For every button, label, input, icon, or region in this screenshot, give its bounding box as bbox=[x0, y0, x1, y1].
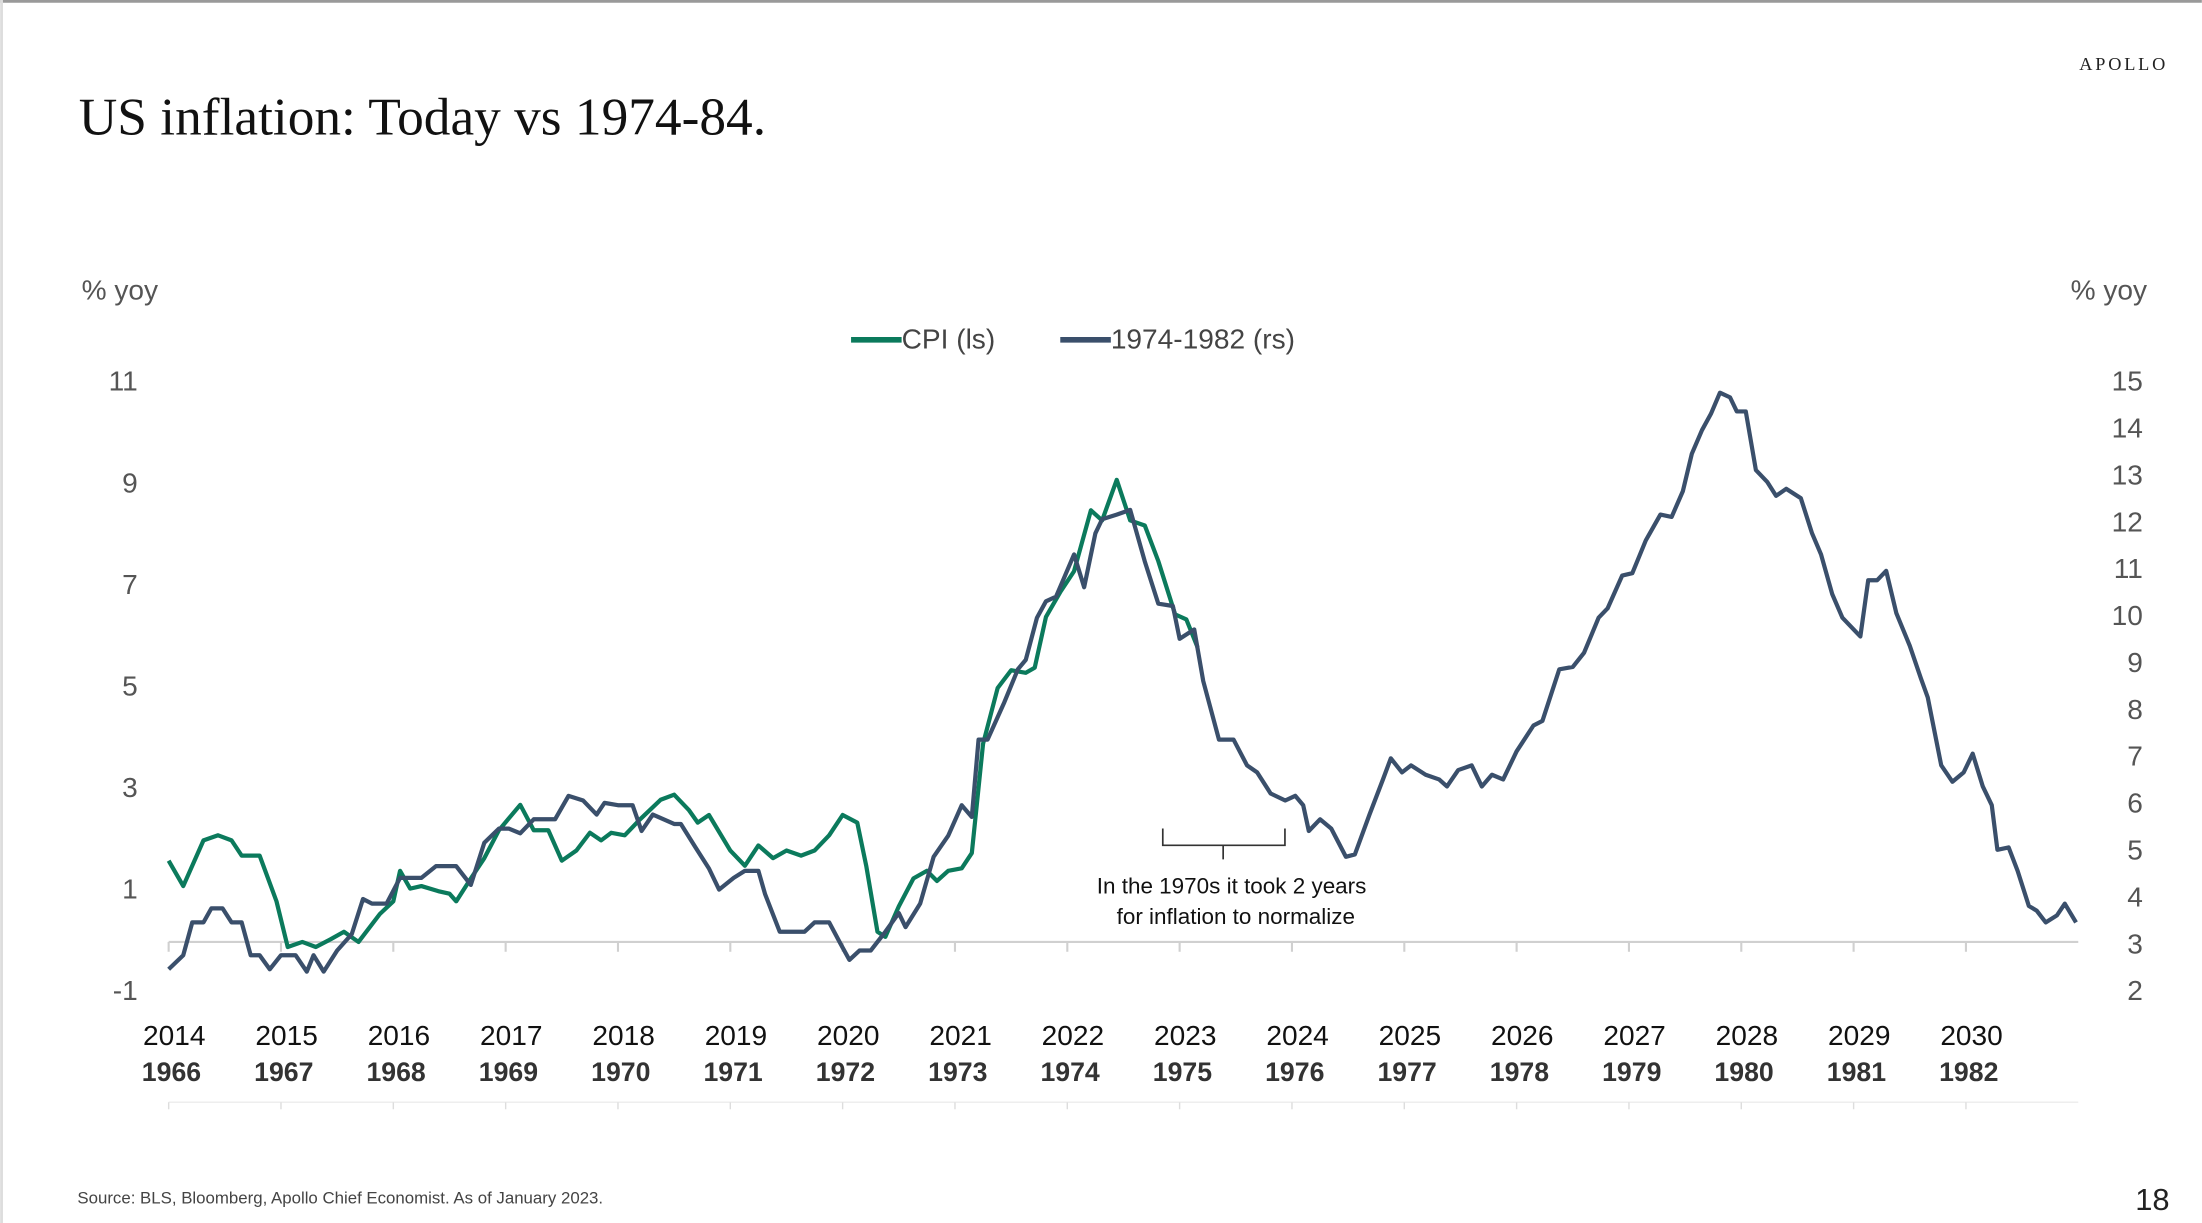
x2-tick-label: 1972 bbox=[816, 1057, 875, 1087]
x2-tick-label: 1973 bbox=[928, 1057, 987, 1087]
y2-tick-label: 2 bbox=[2127, 975, 2143, 1006]
x2-tick-label: 1975 bbox=[1153, 1057, 1212, 1087]
x2-tick-label: 1976 bbox=[1265, 1057, 1324, 1087]
x2-tick-label: 1977 bbox=[1377, 1057, 1436, 1087]
x-tick-label: 2019 bbox=[705, 1020, 767, 1051]
y2-tick-label: 13 bbox=[2112, 460, 2143, 491]
y2-tick-label: 15 bbox=[2112, 366, 2143, 397]
y2-tick-label: 12 bbox=[2112, 506, 2143, 537]
x-tick-label: 2016 bbox=[368, 1020, 430, 1051]
y-tick-label: 7 bbox=[122, 569, 138, 600]
y-tick-label: 11 bbox=[109, 366, 138, 397]
x-tick-label: 2017 bbox=[480, 1020, 542, 1051]
x-tick-label: 2015 bbox=[255, 1020, 317, 1051]
legend-label: 1974-1982 (rs) bbox=[1111, 324, 1295, 355]
y2-tick-label: 3 bbox=[2127, 928, 2143, 959]
y2-tick-label: 6 bbox=[2127, 788, 2143, 819]
y2-tick-label: 9 bbox=[2127, 647, 2143, 678]
x-tick-label: 2030 bbox=[1940, 1020, 2002, 1051]
y2-tick-label: 4 bbox=[2127, 881, 2143, 912]
y2-tick-label: 7 bbox=[2127, 741, 2143, 772]
brand: APOLLO bbox=[2079, 54, 2168, 74]
x2-tick-label: 1969 bbox=[479, 1057, 538, 1087]
x-tick-label: 2014 bbox=[143, 1020, 205, 1051]
annotation: In the 1970s it took 2 years bbox=[1097, 873, 1367, 898]
chart-title: US inflation: Today vs 1974-84. bbox=[79, 86, 766, 146]
source: Source: BLS, Bloomberg, Apollo Chief Eco… bbox=[77, 1189, 603, 1208]
x-tick-label: 2020 bbox=[817, 1020, 879, 1051]
x2-tick-label: 1968 bbox=[366, 1057, 425, 1087]
y2-tick-label: 14 bbox=[2112, 413, 2143, 444]
x-tick-label: 2027 bbox=[1603, 1020, 1665, 1051]
x2-tick-label: 1982 bbox=[1939, 1057, 1998, 1087]
y-axis-label: % yoy bbox=[82, 274, 158, 305]
x-tick-label: 2022 bbox=[1042, 1020, 1104, 1051]
x2-tick-label: 1974 bbox=[1040, 1057, 1099, 1087]
page-number: 18 bbox=[2135, 1182, 2169, 1217]
annotation: for inflation to normalize bbox=[1117, 904, 1355, 929]
x-tick-label: 2029 bbox=[1828, 1020, 1890, 1051]
x2-tick-label: 1980 bbox=[1714, 1057, 1773, 1087]
series-line bbox=[167, 390, 2078, 974]
y2-tick-label: 8 bbox=[2127, 694, 2143, 725]
x2-tick-label: 1966 bbox=[142, 1057, 201, 1087]
x2-tick-label: 1967 bbox=[254, 1057, 313, 1087]
x-tick-label: 2021 bbox=[929, 1020, 991, 1051]
x2-tick-label: 1971 bbox=[703, 1057, 762, 1087]
legend-label: CPI (ls) bbox=[902, 324, 996, 355]
x2-tick-label: 1979 bbox=[1602, 1057, 1661, 1087]
y2-tick-label: 5 bbox=[2127, 835, 2143, 866]
y2-tick-label: 11 bbox=[2114, 553, 2143, 584]
x-tick-label: 2025 bbox=[1379, 1020, 1441, 1051]
x-tick-label: 2026 bbox=[1491, 1020, 1553, 1051]
y2-tick-label: 10 bbox=[2112, 600, 2143, 631]
y-tick-label: 5 bbox=[122, 670, 138, 701]
annotation-brace bbox=[1161, 828, 1286, 860]
x2-tick-label: 1981 bbox=[1827, 1057, 1886, 1087]
y-tick-label: -1 bbox=[113, 975, 138, 1006]
x-tick-label: 2018 bbox=[592, 1020, 654, 1051]
x2-tick-label: 1978 bbox=[1490, 1057, 1549, 1087]
y-tick-label: 9 bbox=[122, 467, 138, 498]
series-line bbox=[166, 477, 1200, 950]
x-tick-label: 2023 bbox=[1154, 1020, 1216, 1051]
x-tick-label: 2024 bbox=[1266, 1020, 1328, 1051]
y-tick-label: 3 bbox=[122, 772, 138, 803]
x2-tick-label: 1970 bbox=[591, 1057, 650, 1087]
x-tick-label: 2028 bbox=[1716, 1020, 1778, 1051]
y-tick-label: 1 bbox=[122, 874, 138, 905]
y2-axis-label: % yoy bbox=[2071, 274, 2147, 305]
